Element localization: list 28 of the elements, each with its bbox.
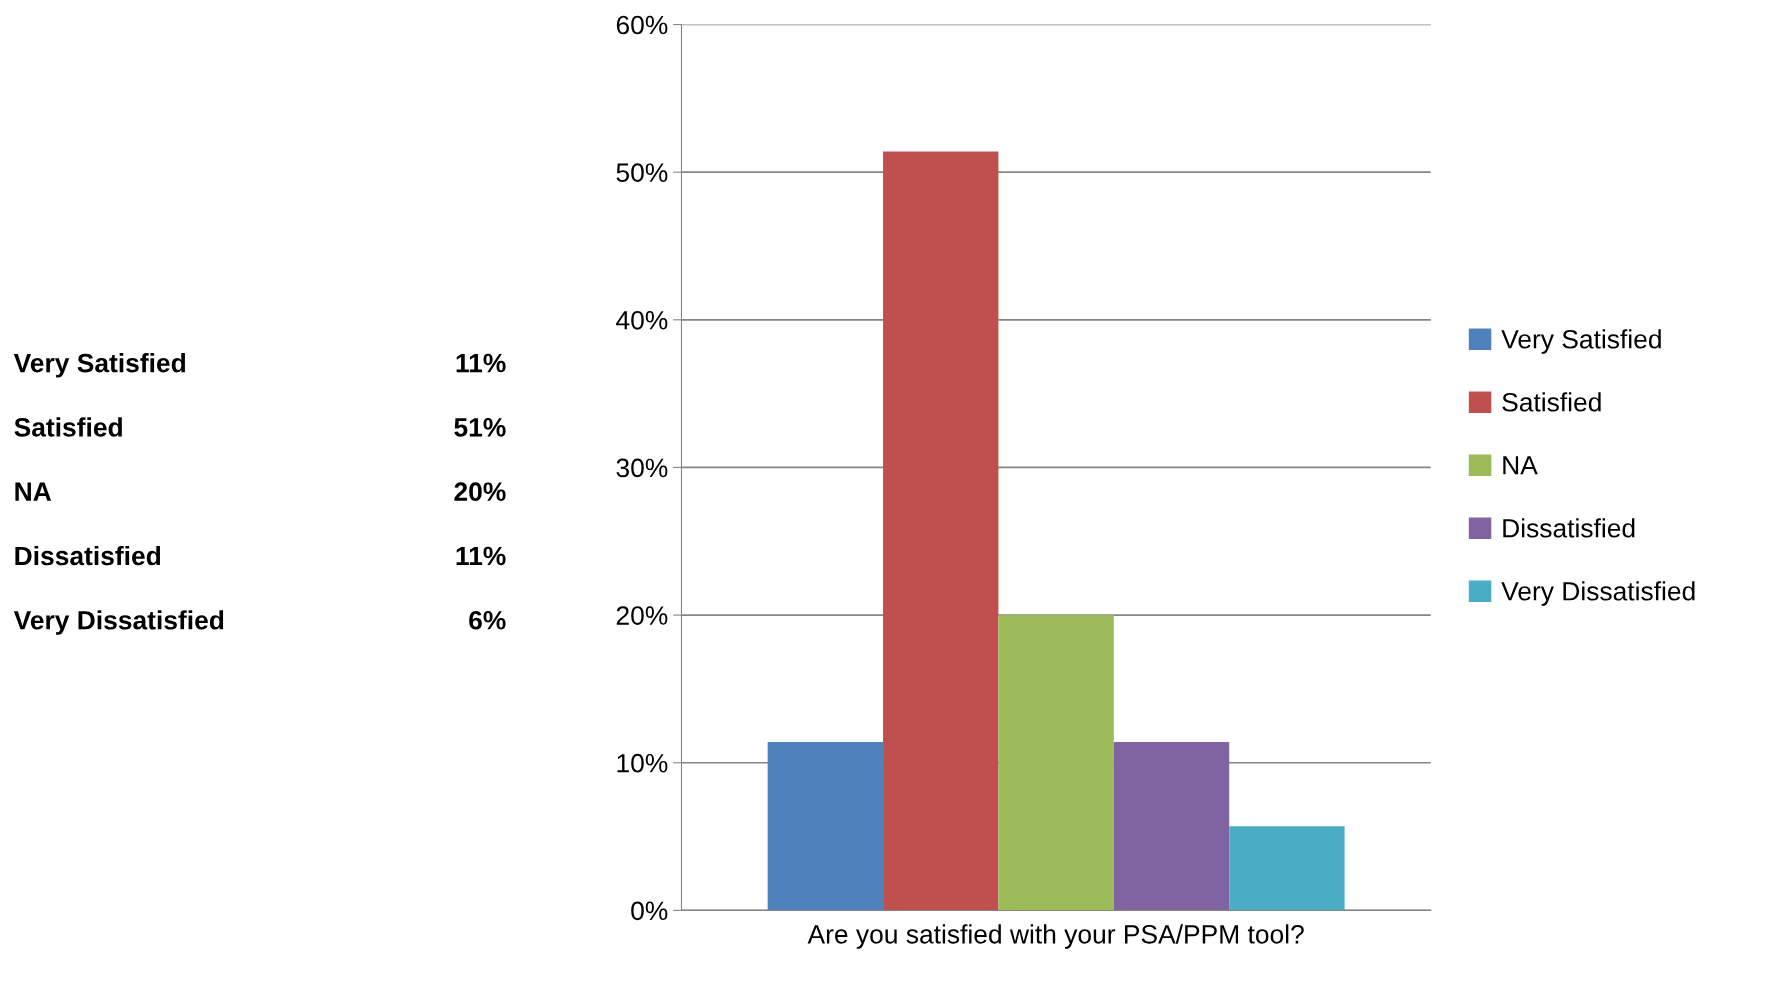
- text: Very Dissatisfied: [13, 610, 224, 635]
- y-tick-label: 0%: [631, 901, 668, 921]
- bar: [883, 151, 999, 911]
- y-tick-label: 10%: [617, 753, 668, 773]
- text: NA: [15, 482, 52, 501]
- text: 11%: [456, 546, 506, 566]
- text: Very Satisfied: [13, 353, 186, 378]
- text: 51%: [454, 418, 506, 437]
- legend-label: Very Satisfied: [1501, 329, 1661, 354]
- text: 20%: [454, 482, 506, 501]
- legend-label: NA: [1503, 456, 1538, 475]
- bar: [1113, 742, 1230, 911]
- text: 11%: [456, 353, 506, 373]
- bar: [998, 615, 1114, 911]
- y-tick-label: 30%: [616, 458, 668, 478]
- x-tick-label: Are you satisfied with your PSA/PPM tool?: [807, 924, 1304, 949]
- y-tick-label: 20%: [616, 606, 668, 625]
- text: Dissatisfied: [15, 545, 161, 566]
- bar: [767, 742, 884, 911]
- bar: [1229, 826, 1345, 911]
- y-tick-label: 40%: [616, 310, 668, 330]
- legend-label: Dissatisfied: [1503, 518, 1635, 538]
- text: Satisfied: [14, 417, 122, 437]
- y-tick-label: 50%: [616, 163, 668, 182]
- y-tick-label: 60%: [616, 15, 668, 35]
- text: 6%: [469, 610, 506, 630]
- legend-label: Very Dissatisfied: [1501, 581, 1695, 606]
- legend-label: Satisfied: [1502, 392, 1601, 412]
